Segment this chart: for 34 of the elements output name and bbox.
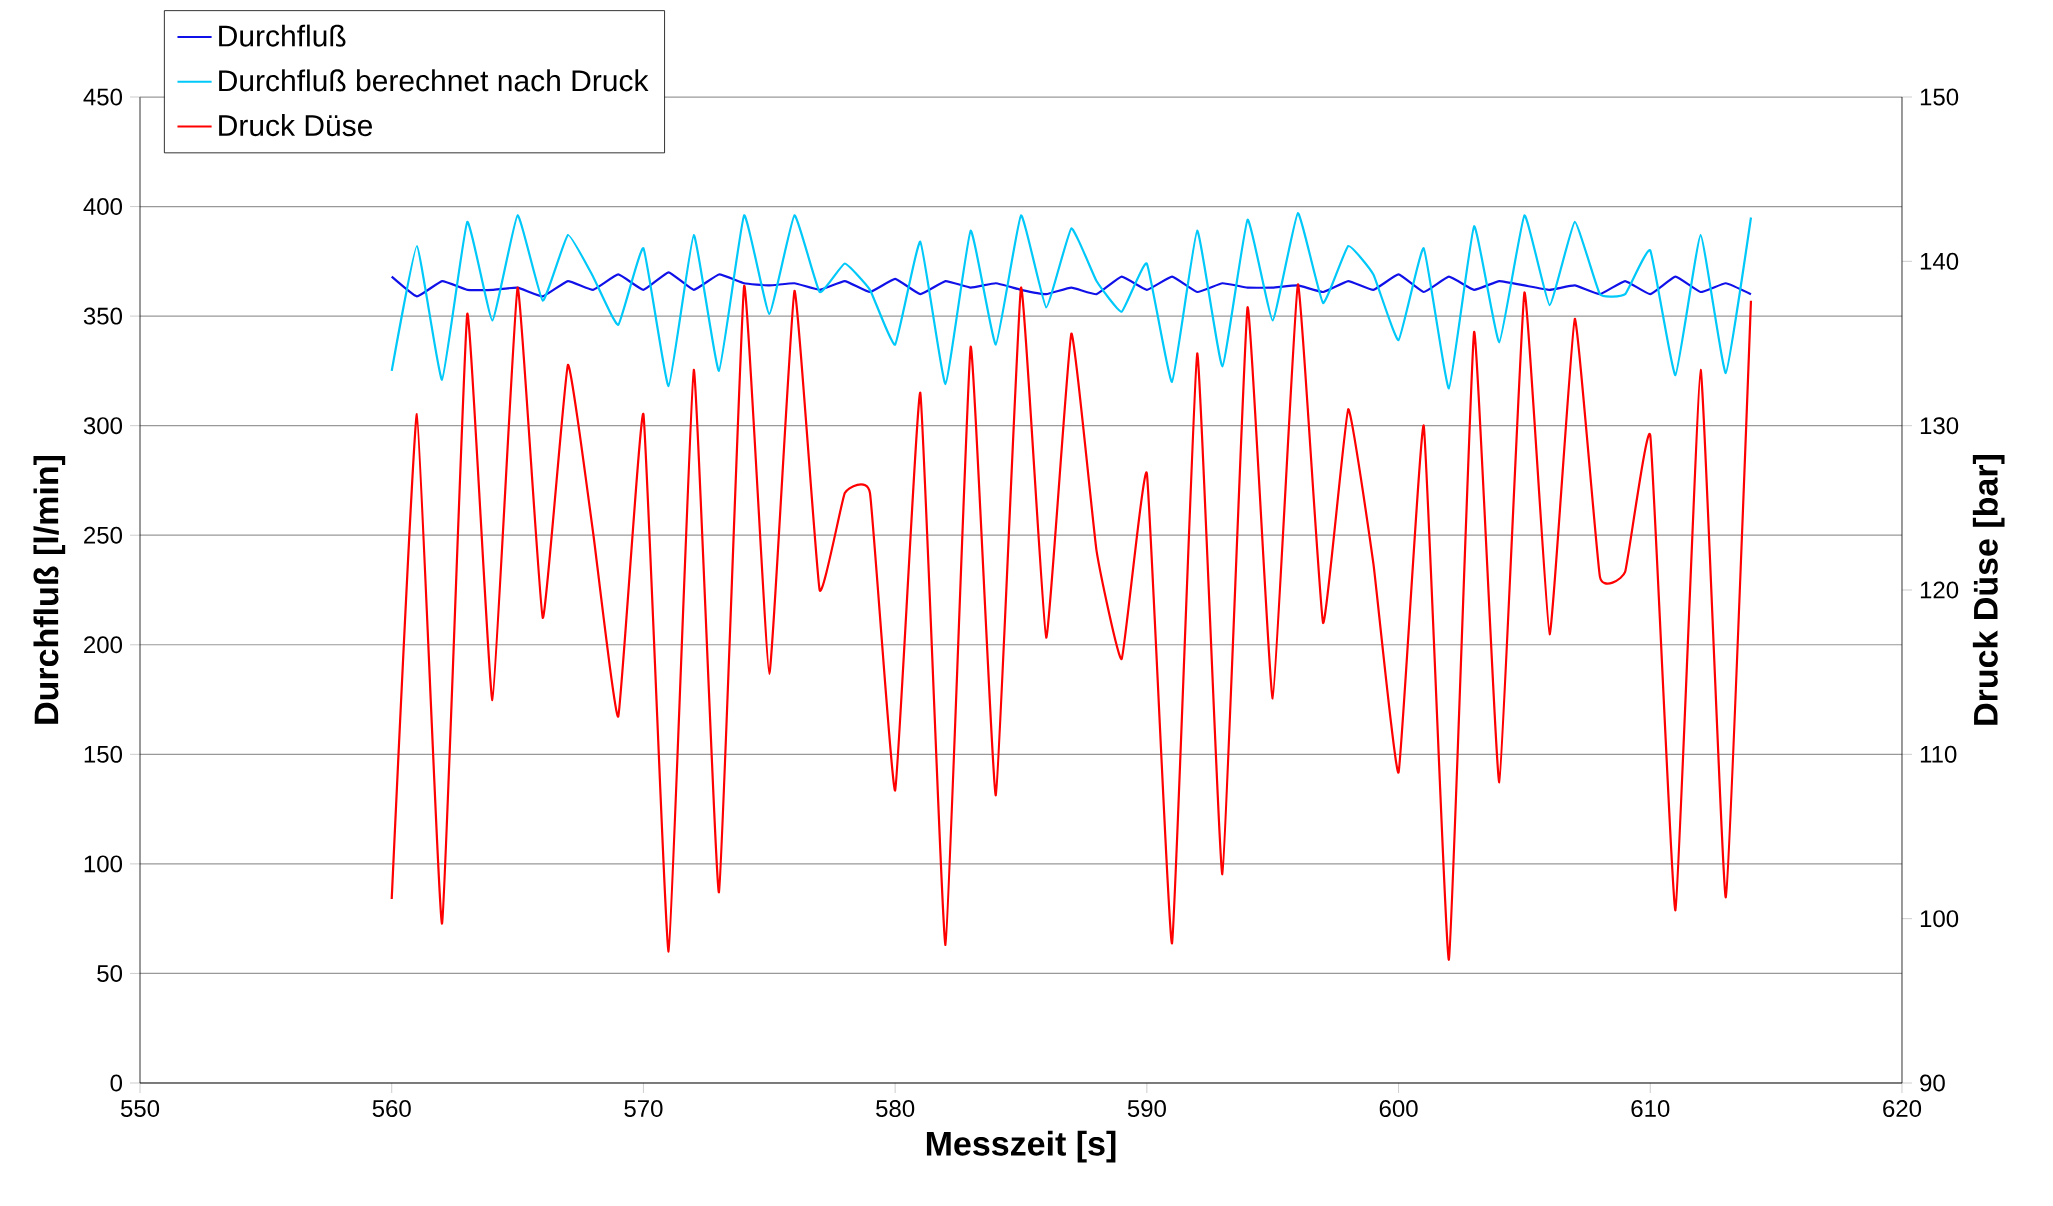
y-tick-label: 250 xyxy=(84,526,123,544)
line-series xyxy=(390,283,1753,961)
x-tick-label: 610 xyxy=(1631,1100,1670,1118)
x-tick-label: 580 xyxy=(876,1100,915,1118)
legend-label: Durchfluß xyxy=(219,24,346,47)
y-tick-label: 150 xyxy=(84,745,123,763)
y2-tick-label: 90 xyxy=(1920,1074,1945,1092)
x-tick-label: 550 xyxy=(120,1100,160,1118)
y2-tick-label: 150 xyxy=(1920,88,1959,106)
y-tick-label: 200 xyxy=(84,636,123,654)
line-series xyxy=(390,271,1753,298)
line-series xyxy=(390,212,1753,390)
y-tick-label: 50 xyxy=(97,964,123,982)
y2-axis-title: Druck Düse [bar] xyxy=(1972,454,2005,725)
y-tick-label: 100 xyxy=(84,855,123,873)
y-axis-title: Durchfluß [l/min] xyxy=(33,455,66,724)
legend-label: Durchfluß berechnet nach Druck xyxy=(219,69,649,92)
y2-tick-label: 110 xyxy=(1920,745,1957,763)
y2-tick-label: 140 xyxy=(1920,252,1959,270)
y-tick-label: 350 xyxy=(83,307,123,325)
y-tick-label: 0 xyxy=(110,1074,123,1092)
y2-tick-label: 130 xyxy=(1920,417,1959,435)
legend-label: Druck Düse xyxy=(219,114,373,137)
x-axis-title: Messzeit [s] xyxy=(926,1130,1116,1163)
x-tick-label: 590 xyxy=(1127,1100,1166,1118)
x-tick-label: 600 xyxy=(1379,1100,1418,1118)
x-tick-label: 560 xyxy=(372,1100,411,1118)
x-tick-label: 570 xyxy=(624,1100,663,1118)
y2-tick-label: 100 xyxy=(1920,910,1959,928)
y-tick-label: 300 xyxy=(83,417,123,435)
y2-tick-label: 120 xyxy=(1920,581,1959,599)
y-tick-label: 450 xyxy=(83,88,123,106)
x-tick-label: 620 xyxy=(1883,1100,1922,1118)
y-tick-label: 400 xyxy=(83,198,123,216)
